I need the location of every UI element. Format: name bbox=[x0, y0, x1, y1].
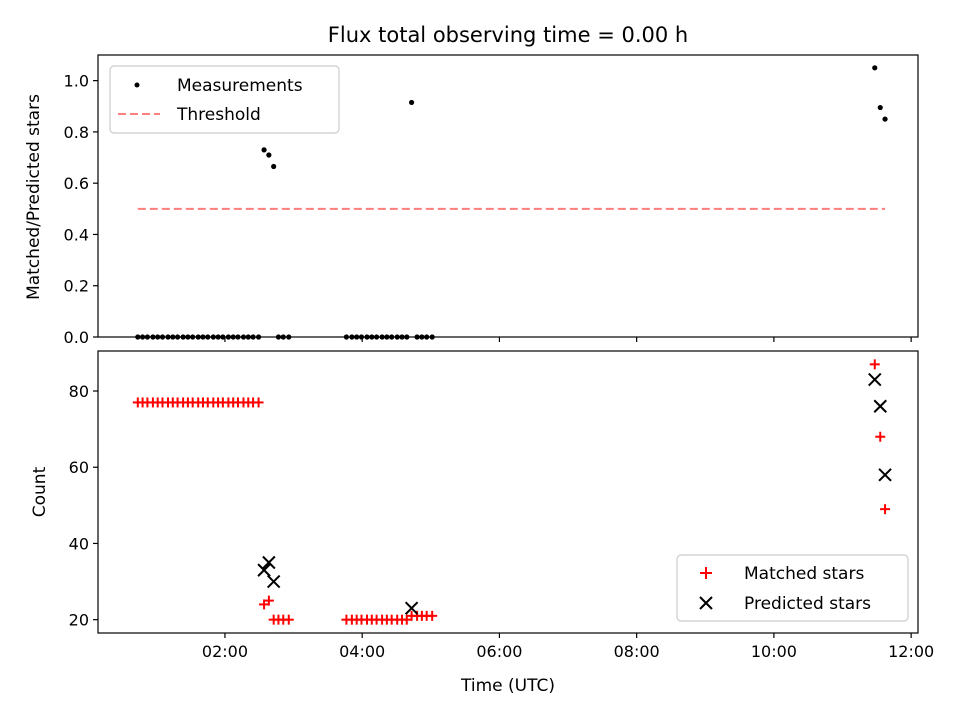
top-legend-box bbox=[109, 65, 340, 134]
top-panel: Flux total observing time = 0.00 h Match… bbox=[24, 23, 919, 347]
predicted-star-points bbox=[257, 372, 892, 615]
threshold-legend-label: Threshold bbox=[176, 105, 261, 125]
x-axis-label: Time (UTC) bbox=[460, 676, 555, 696]
top-panel-title: Flux total observing time = 0.00 h bbox=[328, 23, 688, 47]
bottom-panel: Count Time (UTC) 20 40 60 80 02:00 04:00 06:0… bbox=[30, 350, 934, 696]
bottom-y-tick-label: 80 bbox=[69, 382, 89, 401]
predicted-star-point bbox=[266, 574, 281, 589]
measurement-point bbox=[261, 147, 267, 153]
bottom-panel-x-ticks: 02:00 04:00 06:00 08:00 10:00 12:00 bbox=[202, 633, 934, 661]
bottom-y-tick-label: 40 bbox=[69, 534, 89, 553]
matched-star-point bbox=[427, 610, 438, 621]
top-panel-legend: Measurements Threshold bbox=[109, 65, 340, 134]
bottom-x-tick-label: 02:00 bbox=[202, 642, 248, 661]
top-y-tick-label: 0.6 bbox=[64, 174, 89, 193]
predicted-star-point bbox=[257, 563, 271, 577]
matched-star-point bbox=[875, 431, 886, 442]
matched-star-point bbox=[253, 397, 264, 408]
top-y-tick-label: 0.4 bbox=[64, 225, 89, 244]
bottom-y-tick-label: 20 bbox=[69, 611, 89, 630]
top-y-tick-label: 0.8 bbox=[64, 123, 89, 142]
matched-star-point bbox=[283, 614, 294, 625]
bottom-panel-legend: Matched stars Predicted stars bbox=[676, 554, 909, 622]
predicted-star-point bbox=[873, 399, 887, 413]
matched-star-point bbox=[880, 504, 891, 515]
matched-star-point bbox=[263, 595, 274, 606]
measurement-point bbox=[408, 99, 415, 106]
bottom-x-tick-label: 06:00 bbox=[476, 642, 522, 661]
measurements-legend-marker bbox=[134, 82, 140, 88]
matched-star-point bbox=[869, 359, 880, 370]
predicted-star-point bbox=[262, 555, 276, 570]
bottom-x-tick-label: 12:00 bbox=[888, 642, 934, 661]
measurement-point bbox=[271, 163, 277, 170]
bottom-y-tick-label: 60 bbox=[69, 458, 89, 477]
top-y-tick-label: 0.2 bbox=[64, 277, 89, 296]
predicted-star-point bbox=[868, 372, 882, 387]
bottom-x-tick-label: 10:00 bbox=[751, 642, 797, 661]
top-panel-y-ticks: 0.0 0.2 0.4 0.6 0.8 1.0 bbox=[64, 72, 98, 347]
bottom-panel-y-ticks: 20 40 60 80 bbox=[69, 382, 98, 630]
predicted-stars-legend-label: Predicted stars bbox=[744, 594, 871, 614]
predicted-star-point bbox=[404, 601, 419, 615]
bottom-panel-y-axis-label: Count bbox=[30, 466, 50, 517]
measurement-point bbox=[882, 116, 888, 122]
predicted-stars-legend-marker bbox=[699, 596, 713, 610]
matched-stars-legend-marker bbox=[700, 567, 712, 579]
measurement-point bbox=[872, 65, 878, 71]
top-y-tick-label: 1.0 bbox=[64, 72, 89, 91]
measurements-legend-label: Measurements bbox=[177, 76, 303, 96]
top-panel-y-axis-label: Matched/Predicted stars bbox=[24, 94, 44, 300]
measurement-point bbox=[877, 104, 883, 111]
measurement-point bbox=[266, 152, 272, 158]
top-y-tick-label: 0.0 bbox=[64, 328, 89, 347]
bottom-panel-frame bbox=[97, 350, 919, 634]
top-panel-frame bbox=[97, 54, 919, 338]
predicted-star-point bbox=[878, 468, 892, 482]
bottom-x-tick-label: 04:00 bbox=[339, 642, 385, 661]
matched-stars-legend-label: Matched stars bbox=[744, 564, 864, 584]
bottom-legend-box bbox=[676, 554, 909, 622]
bottom-x-tick-label: 08:00 bbox=[614, 642, 660, 661]
